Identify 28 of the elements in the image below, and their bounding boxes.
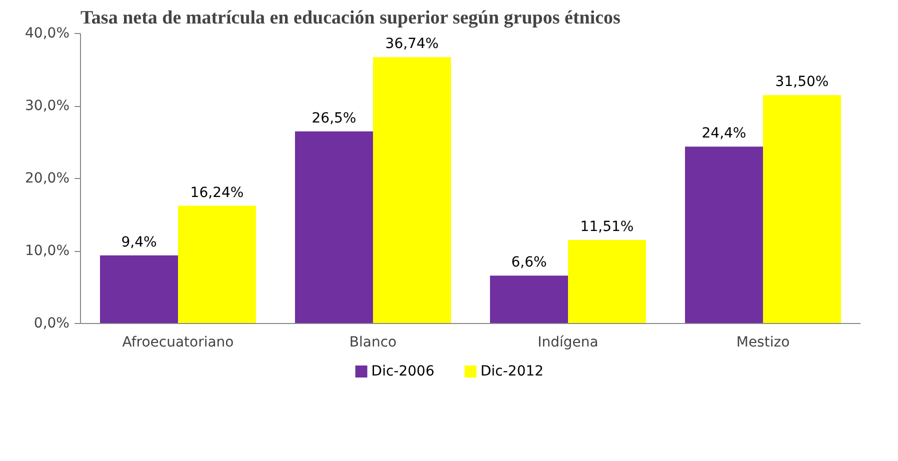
bar	[763, 95, 841, 324]
y-tick-label: 20,0%	[25, 170, 70, 186]
data-label: 16,24%	[190, 184, 244, 201]
data-label: 26,5%	[312, 110, 356, 126]
legend-label: Dic-2012	[480, 364, 544, 380]
data-label: 11,51%	[580, 219, 634, 236]
data-label: 24,4%	[702, 126, 746, 142]
x-tick-label: Mestizo	[736, 334, 790, 350]
chart-title: Tasa neta de matrícula en educación superior según grupos étnicos	[80, 8, 620, 28]
x-tick-label: Afroecuatoriano	[122, 334, 234, 350]
data-label: 9,4%	[121, 234, 157, 250]
bar	[373, 57, 451, 324]
bar	[568, 240, 646, 324]
y-tick-label: 30,0%	[25, 98, 70, 114]
x-tick-label: Blanco	[349, 334, 397, 350]
bar	[685, 146, 763, 324]
bar	[295, 131, 373, 324]
data-label: 6,6%	[511, 254, 547, 271]
data-label: 31,50%	[775, 74, 829, 90]
legend-label: Dic-2006	[371, 364, 434, 380]
y-tick-label: 10,0%	[25, 243, 70, 259]
y-tick-label: 40,0%	[25, 26, 70, 42]
bar	[490, 276, 568, 324]
y-tick-label: 0,0%	[34, 316, 70, 332]
bar	[100, 255, 178, 324]
bar	[178, 206, 256, 324]
data-label: 36,74%	[385, 36, 439, 52]
x-tick-label: Indígena	[538, 334, 598, 350]
